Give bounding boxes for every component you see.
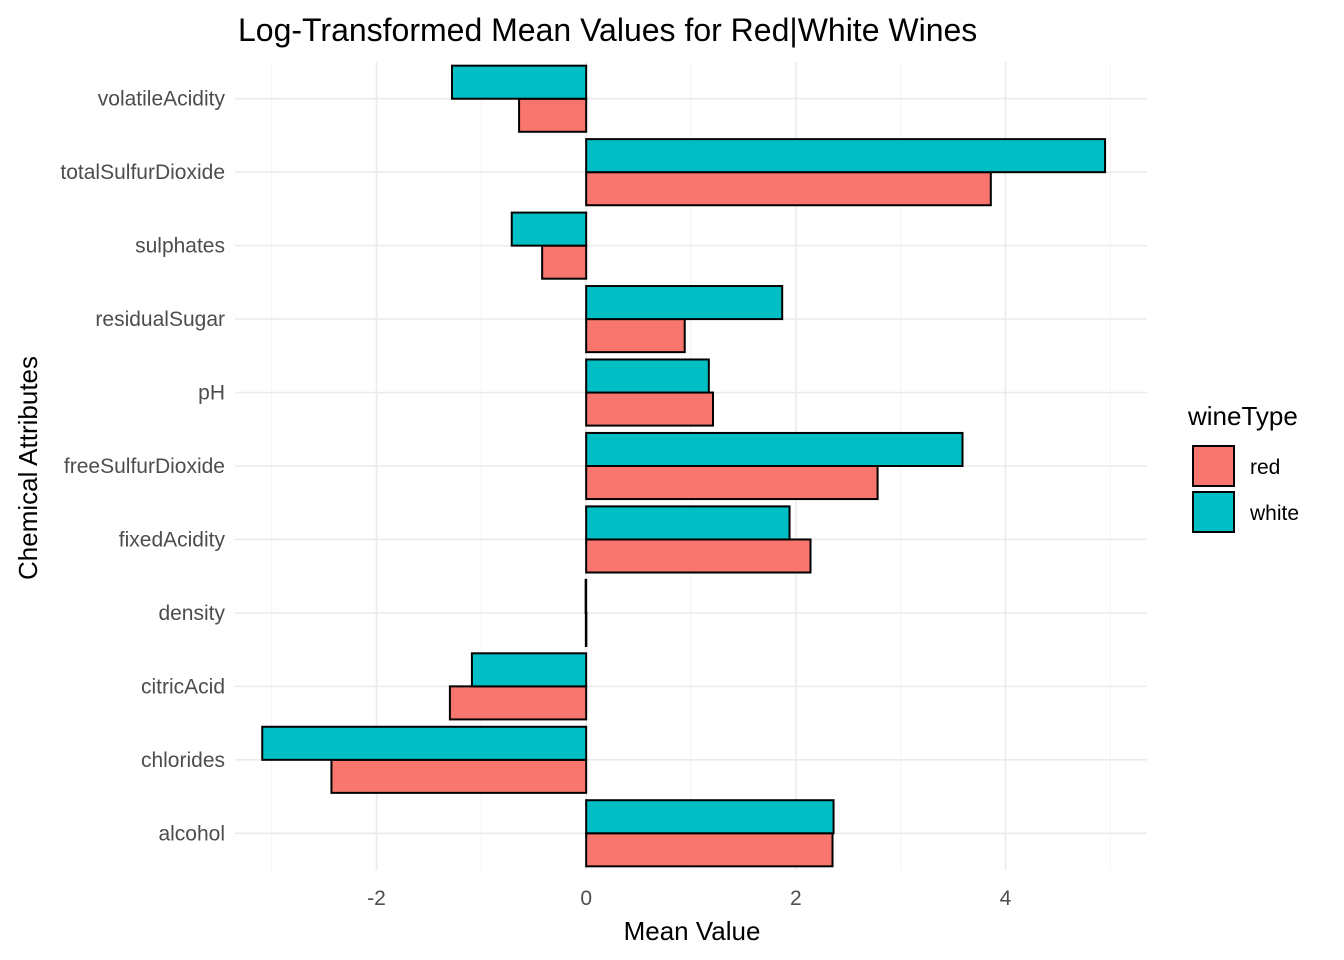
bar-white-fixedAcidity [585,505,791,541]
bar-white-citricAcid [470,652,588,688]
x-tick-label: 4 [1000,887,1012,910]
bar-white-density [584,578,588,614]
chart-title: Log-Transformed Mean Values for Red|Whit… [238,12,977,48]
y-tick-label: volatileAcidity [98,88,226,111]
legend-title: wineType [1187,401,1298,431]
bar-red-residualSugar [585,318,686,354]
bar-red-volatileAcidity [518,97,588,133]
bar-white-totalSulfurDioxide [585,138,1107,174]
y-axis-title: Chemical Attributes [13,356,43,580]
legend-key-red [1192,445,1235,487]
bar-red-citricAcid [448,685,588,721]
x-axis-title: Mean Value [624,916,761,946]
bar-red-totalSulfurDioxide [585,171,992,207]
legend: wineType red white [1187,401,1299,533]
x-tick-label: 0 [580,887,592,910]
y-tick-label: alcohol [158,822,225,845]
bar-red-sulphates [541,244,588,280]
bar-red-freeSulfurDioxide [585,465,879,501]
bar-red-pH [585,391,715,427]
y-tick-label: residualSugar [95,308,225,331]
legend-items: red white [1192,445,1299,533]
legend-label-white: white [1249,502,1299,525]
y-tick-label: pH [198,382,225,405]
bar-white-sulphates [510,211,588,247]
bar-red-density [584,611,588,647]
bar-white-alcohol [585,799,835,835]
legend-label-red: red [1250,456,1280,479]
y-tick-label: chlorides [141,749,225,772]
y-tick-label: density [158,602,225,625]
x-tick-label: -2 [367,887,386,910]
bar-white-residualSugar [585,285,784,321]
bar-white-volatileAcidity [450,64,588,100]
y-tick-label: freeSulfurDioxide [64,455,225,478]
bar-white-freeSulfurDioxide [585,431,964,468]
y-tick-label: fixedAcidity [119,528,226,551]
y-tick-labels: alcohol chlorides citricAcid density fixedAc… [60,88,225,846]
bar-white-pH [585,358,710,394]
y-tick-label: totalSulfurDioxide [60,161,225,184]
x-tick-label: 2 [790,887,802,910]
x-tick-labels: -2 0 2 4 [367,887,1011,910]
y-tick-label: sulphates [135,235,225,258]
bar-red-fixedAcidity [585,538,812,574]
bars [261,64,1107,868]
bar-red-chlorides [330,758,588,794]
bar-white-chlorides [261,725,588,761]
y-tick-label: citricAcid [141,675,225,698]
legend-key-white [1192,491,1235,533]
bar-red-alcohol [585,832,834,868]
